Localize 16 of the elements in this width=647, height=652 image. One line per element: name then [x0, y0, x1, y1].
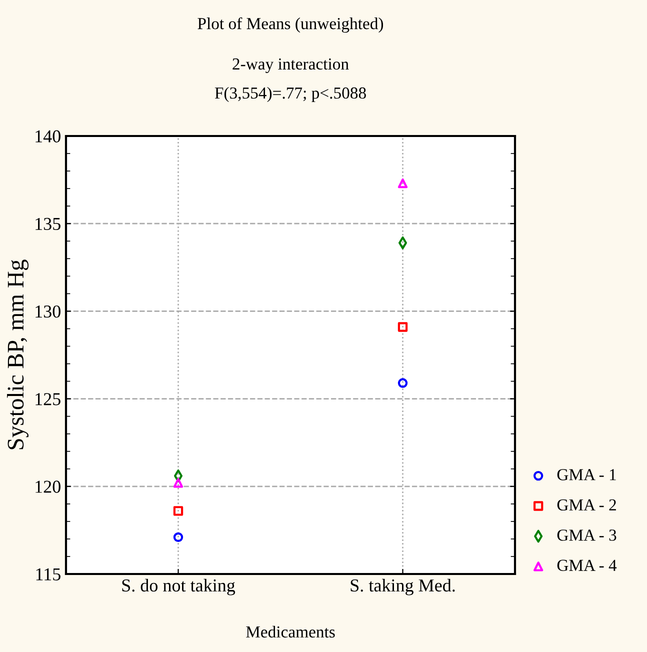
y-tick-label: 115: [36, 568, 60, 580]
y-tick-label: 120: [36, 480, 60, 493]
legend-label: GMA - 4: [557, 560, 617, 571]
chart-title: Plot of Means (unweighted): [198, 17, 384, 33]
y-tick-label: 140: [36, 130, 60, 142]
x-axis-title: Medicaments: [246, 626, 335, 638]
y-tick-label: 130: [36, 305, 60, 318]
legend-label: GMA - 1: [557, 469, 616, 480]
y-tick-label: 135: [36, 218, 60, 230]
y-axis-title: Systolic BP, mm Hg: [7, 260, 28, 450]
y-tick-label: 125: [36, 393, 60, 406]
legend-label: GMA - 3: [557, 530, 616, 541]
x-tick-label: S. taking Med.: [350, 578, 455, 596]
chart-subtitle: 2-way interaction F(3,554)=.77; p<.5088: [214, 58, 366, 102]
x-tick-label: S. do not taking: [122, 578, 236, 596]
legend-label: GMA - 2: [557, 499, 616, 511]
